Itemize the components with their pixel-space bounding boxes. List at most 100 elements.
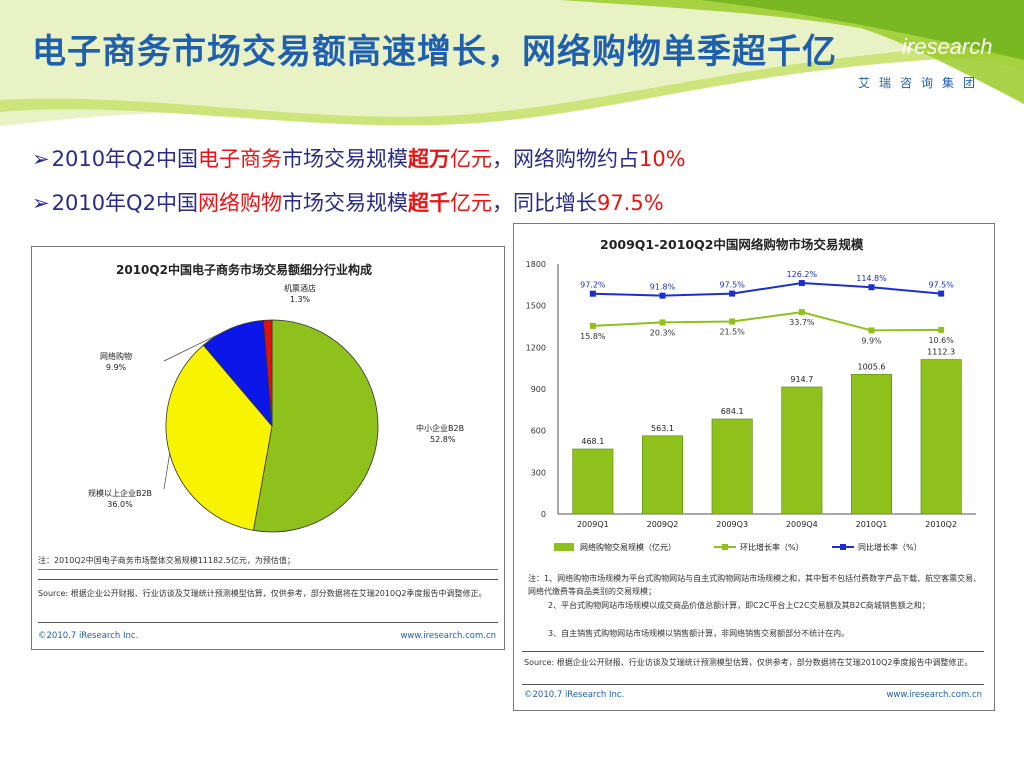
bar [781,386,823,515]
line-marker [938,326,945,333]
bullet-highlight: 网络购物 [197,191,282,215]
line-marker [659,319,666,326]
pie-slice-value: 52.8% [430,435,456,444]
pie-slice-label: 网络购物 [100,351,132,361]
line-marker [798,309,805,316]
divider [38,579,498,580]
pie-note: 注：2010Q2中国电子商务市场整体交易规模11182.5亿元，为预估值； [38,556,295,565]
x-tick-label: 2010Q2 [925,520,957,529]
bar-note-1: 注：1、网络购物市场规模为平台式购物网站与自主式购物网站市场规模之和，其中暂不包… [528,574,982,596]
line-marker [729,318,736,325]
pie-chart-panel: 2010Q2中国电子商务市场交易额细分行业构成 中小企业B2B 52.8% 规模以上… [31,246,505,650]
line-marker [729,290,736,297]
line-series [592,282,942,297]
divider [38,569,498,570]
line-point-label: 10.6% [928,336,954,345]
x-tick-label: 2009Q4 [786,520,818,529]
bullet-line-1: ➢2010年Q2中国电子商务市场交易规模超万亿元，网络购物约占10% [32,143,686,173]
pie-slice-value: 9.9% [106,363,127,372]
bullet-highlight: 电子商务 [197,147,282,171]
bullet-highlight: 97.5% [596,191,664,215]
line-point-label: 91.8% [650,283,676,292]
y-tick-label: 600 [531,427,546,436]
line-point-label: 97.2% [580,281,606,290]
bar-value-label: 468.1 [581,437,604,446]
pie-chart-title: 2010Q2中国电子商务市场交易额细分行业构成 [116,263,372,277]
bar [850,374,893,515]
line-marker [589,322,596,329]
bar-value-label: 1005.6 [858,362,886,371]
y-tick-label: 1800 [526,260,546,269]
bar-chart-panel: 2009Q1-2010Q2中国网络购物市场交易规模 0 300 600 900 1200… [513,223,995,711]
header-decoration [0,0,1024,126]
line-marker [589,290,596,297]
pie-leader-line [163,327,232,362]
divider [522,684,984,685]
x-tick-label: 2009Q2 [647,520,679,529]
bar-source: Source: 根据企业公开财报、行业访谈及艾瑞统计预测模型估算，仅供参考，部分… [524,658,973,667]
legend-label: 环比增长率（%） [740,542,804,552]
line-marker [868,327,875,334]
bullet-text: 2010年Q2中国 [51,147,198,171]
pie-slice-label: 中小企业B2B [416,423,464,433]
legend-label: 网络购物交易规模（亿元） [580,542,676,552]
y-tick-label: 1500 [526,302,546,311]
bullet-text: 市场交易规模 [281,191,408,215]
divider [522,651,984,652]
y-tick-label: 0 [541,510,546,519]
pie-leader-line [163,453,171,490]
bullet-highlight: 超万 [407,147,450,171]
bullet-highlight: 亿元 [449,147,492,171]
line-marker [938,290,945,297]
x-tick-label: 2009Q3 [716,520,748,529]
pie-source: Source: 根据企业公开财报、行业访谈及艾瑞统计预测模型估算，仅供参考，部分… [38,589,487,598]
bar-note-3: 3、自主销售式购物网站市场规模以销售额计算，非网络销售交易额部分不统计在内。 [548,629,850,638]
line-marker [868,284,875,291]
line-point-label: 20.3% [650,328,676,337]
y-tick-label: 300 [531,468,546,477]
bar-note-2: 2、平台式购物网站市场规模以成交商品价值总额计算，即C2C平台上C2C交易额及其… [548,601,930,610]
bullet-text: 2010年Q2中国 [51,191,198,215]
bullet-text: ，同比增长 [491,191,597,215]
line-point-label: 97.5% [928,281,954,290]
bar-value-label: 684.1 [721,407,744,416]
pie-slice-value: 36.0% [107,500,133,509]
brand-logo: iresearch [902,34,993,59]
bar-value-label: 563.1 [651,424,674,433]
bar [641,435,684,515]
bullet-highlight: 超千 [407,191,450,215]
line-marker [798,280,805,287]
pie-chart: 中小企业B2B 52.8% 规模以上企业B2B 36.0% 网络购物 9.9% 机票酒店 1.… [88,283,464,533]
pie-slice-label: 规模以上企业B2B [88,488,152,498]
bar-chart-title: 2009Q1-2010Q2中国网络购物市场交易规模 [600,237,864,252]
legend-swatch [554,543,574,551]
bar-chart: 0 300 600 900 1200 1500 1800 468.1 2009Q1 563.1 20… [526,260,976,552]
arrow-bullet-icon: ➢ [32,147,50,171]
arrow-bullet-icon: ➢ [32,191,50,215]
website-link[interactable]: www.iresearch.com.cn [400,631,496,641]
y-tick-label: 1200 [526,343,546,352]
bar [572,448,614,515]
copyright-text: ©2010.7 iResearch Inc. [38,631,139,641]
bullet-text: ，网络购物约占 [491,147,639,171]
bar [711,418,753,515]
legend-marker [722,544,728,550]
line-point-label: 33.7% [789,318,815,327]
y-tick-label: 900 [531,385,546,394]
page-title: 电子商务市场交易额高速增长，网络购物单季超千亿 [32,32,837,72]
bar-value-label: 914.7 [790,375,813,384]
bar-value-label: 1112.3 [927,348,955,357]
x-tick-label: 2009Q1 [577,520,609,529]
line-point-label: 15.8% [580,332,606,341]
divider [38,622,498,623]
line-marker [659,292,666,299]
legend-label: 同比增长率（%） [858,542,922,552]
bar [920,359,962,515]
pie-slice-label: 机票酒店 [284,283,316,293]
pie-slice [262,319,273,427]
bullet-text: 市场交易规模 [281,147,408,171]
x-tick-label: 2010Q1 [856,520,888,529]
line-point-label: 9.9% [861,336,882,345]
line-series [592,311,942,332]
website-link[interactable]: www.iresearch.com.cn [886,690,982,700]
